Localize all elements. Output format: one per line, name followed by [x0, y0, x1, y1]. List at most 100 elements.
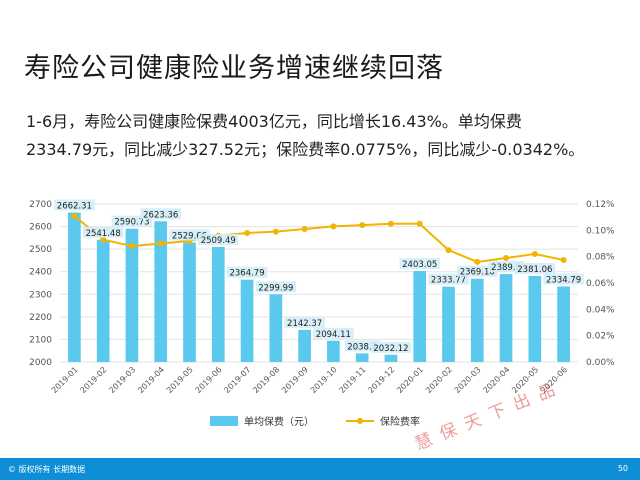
- y-left-tick-label: 2300: [29, 290, 52, 300]
- slide-title: 寿险公司健康险业务增速继续回落: [24, 53, 444, 84]
- legend-label-bars: 单均保费（元）: [244, 415, 314, 428]
- y-left-tick-label: 2400: [29, 268, 52, 278]
- data-label-bg: [82, 226, 124, 238]
- description-line-1: 1-6月，寿险公司健康险保费4003亿元，同比增长16.43%。单均保费: [26, 112, 522, 131]
- data-label-bg: [370, 341, 412, 353]
- rate-point: [272, 228, 279, 235]
- rate-point: [416, 220, 423, 227]
- bar: [211, 247, 225, 362]
- rate-point: [100, 236, 107, 243]
- y-right-tick-label: 0.08%: [586, 253, 615, 263]
- x-tick-label: 2020-01: [395, 365, 425, 395]
- legend-swatch-bars: [210, 416, 238, 426]
- legend-swatch-line-marker: [357, 418, 363, 424]
- x-tick-label: 2019-05: [165, 365, 195, 395]
- y-right-tick-label: 0.10%: [586, 226, 615, 236]
- legend-label-line: 保险费率: [380, 415, 420, 428]
- rate-point: [503, 254, 510, 261]
- data-label-bg: [111, 215, 153, 227]
- page-number: 50: [617, 464, 628, 473]
- data-label-bg: [344, 340, 380, 352]
- bar: [125, 228, 139, 362]
- data-label-bg: [457, 265, 498, 277]
- x-tick-label: 2019-06: [194, 365, 224, 395]
- y-right-tick-label: 0.04%: [586, 305, 615, 315]
- data-label: 2403.05: [402, 260, 437, 270]
- x-tick-label: 2019-08: [251, 365, 281, 395]
- data-label: 2389.5: [491, 263, 521, 273]
- data-label-bg: [255, 281, 297, 293]
- data-label: 2623.36: [143, 210, 178, 220]
- rate-point: [560, 256, 567, 263]
- x-tick-label: 2019-04: [136, 365, 166, 395]
- x-tick-label: 2019-02: [79, 365, 109, 395]
- data-label: 2038.2: [347, 342, 377, 352]
- footer-bar: © 版权所有 长期数据 50: [0, 458, 640, 480]
- data-label-bg: [54, 199, 95, 211]
- bar: [557, 286, 570, 362]
- rate-point: [157, 240, 164, 247]
- premium-rate-chart: 2000 2100 2200 2300 2400 2500 2600 2700 0.00% 0.0…: [29, 199, 615, 455]
- data-label-bg: [226, 266, 268, 278]
- data-label: 2541.48: [86, 229, 121, 239]
- rate-point: [71, 212, 78, 219]
- data-label-bg: [169, 229, 210, 241]
- rate-point: [531, 251, 538, 258]
- bar: [470, 278, 484, 362]
- y-right-tick-label: 0.06%: [586, 279, 615, 289]
- rate-point: [301, 226, 308, 233]
- x-tick-label: 2020-04: [481, 365, 511, 395]
- data-label: 2590.73: [114, 218, 149, 228]
- data-label-bg: [543, 273, 584, 285]
- bar: [384, 354, 398, 362]
- x-tick-label: 2019-11: [338, 365, 368, 395]
- y-left-tick-label: 2700: [29, 200, 52, 210]
- data-label: 2529.66: [172, 231, 207, 241]
- data-label-bg: [428, 273, 469, 285]
- bar: [355, 353, 369, 362]
- bar: [68, 212, 81, 362]
- bar: [528, 275, 542, 362]
- data-label: 2509.49: [201, 236, 236, 246]
- bar: [183, 242, 196, 362]
- data-label: 2094.11: [316, 330, 351, 340]
- y-right-tick-label: 0.02%: [586, 332, 615, 342]
- x-tick-label: 2020-02: [424, 365, 454, 395]
- bar: [413, 271, 427, 362]
- footer-copyright: © 版权所有 长期数据: [8, 465, 86, 474]
- data-label: 2369.10: [460, 268, 495, 278]
- data-label: 2662.31: [57, 202, 92, 212]
- x-tick-label: 2019-01: [50, 365, 80, 395]
- rate-point: [474, 258, 481, 265]
- bar: [96, 239, 110, 362]
- bar: [269, 294, 283, 362]
- rate-point: [445, 247, 452, 254]
- bar: [240, 279, 254, 362]
- data-label: 2142.37: [287, 319, 322, 329]
- bar: [442, 286, 455, 362]
- x-tick-label: 2019-07: [222, 365, 252, 395]
- data-label: 2333.77: [431, 276, 466, 286]
- x-tick-label: 2019-03: [107, 365, 137, 395]
- data-label: 2334.79: [546, 275, 581, 285]
- data-label-bg: [313, 327, 354, 339]
- data-label: 2364.79: [229, 269, 264, 279]
- y-right-tick-label: 0.00%: [586, 358, 615, 368]
- y-left-tick-label: 2000: [29, 358, 52, 368]
- slide-description: 1-6月，寿险公司健康险保费4003亿元，同比增长16.43%。单均保费 233…: [26, 108, 626, 164]
- data-label-bg: [198, 234, 239, 246]
- rate-point: [244, 229, 251, 236]
- rate-point: [359, 222, 366, 229]
- data-label: 2032.12: [373, 344, 408, 354]
- y-left-tick-label: 2600: [29, 223, 52, 233]
- data-label: 2299.99: [258, 283, 293, 293]
- data-label-bg: [514, 262, 556, 274]
- rate-line: [73, 215, 564, 263]
- rate-point: [128, 243, 135, 250]
- data-label-bg: [140, 208, 181, 220]
- rate-point: [330, 223, 337, 230]
- data-label-bg: [284, 316, 325, 328]
- x-tick-label: 2020-03: [453, 365, 483, 395]
- data-label-bg: [488, 261, 524, 273]
- description-line-2: 2334.79元，同比减少327.52元；保险费率0.0775%，同比减少-0.…: [26, 140, 585, 159]
